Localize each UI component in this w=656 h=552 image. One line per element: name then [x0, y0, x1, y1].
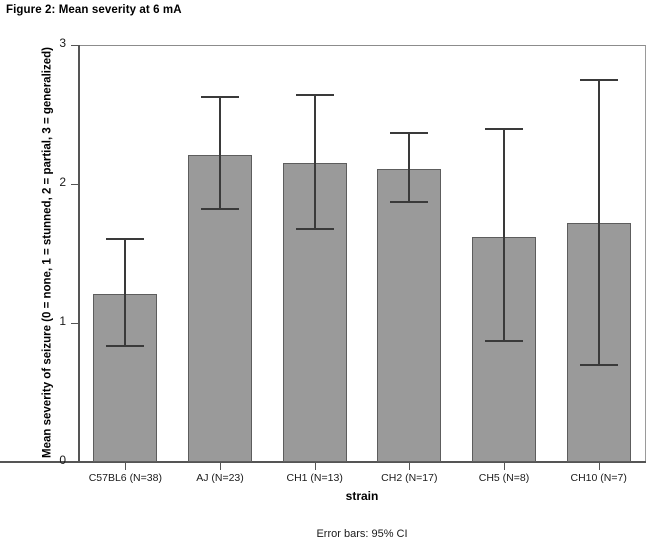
bar[interactable] [377, 168, 442, 462]
x-tick-label: CH2 (N=17) [381, 472, 438, 484]
error-bar-cap-lower [579, 364, 618, 367]
x-tick-label: C57BL6 (N=38) [88, 472, 162, 484]
y-axis-line [78, 45, 80, 463]
x-tick-label: CH5 (N=8) [478, 472, 530, 484]
y-tick-mark [71, 323, 78, 324]
x-tick-mark [409, 462, 411, 470]
figure-title: Figure 2: Mean severity at 6 mA [6, 4, 182, 16]
error-bar-cap-upper [106, 237, 145, 240]
error-bar-stem [313, 96, 316, 230]
x-tick-mark [504, 462, 505, 470]
x-tick-label: AJ (N=23) [196, 472, 244, 484]
error-bar-cap-upper [295, 94, 334, 97]
bar-group[interactable] [93, 45, 158, 462]
y-tick-mark [71, 45, 78, 46]
bar-group[interactable] [472, 45, 536, 462]
x-tick-mark [598, 462, 600, 470]
x-axis-title: strain [345, 489, 379, 503]
y-tick-label: 3 [59, 36, 66, 50]
error-bar-stem [408, 133, 411, 204]
bar-group[interactable] [188, 45, 252, 462]
error-bar-cap-lower [106, 344, 145, 347]
error-bar-cap-lower [201, 208, 239, 211]
x-axis-line [0, 461, 646, 463]
error-bar-note: Error bars: 95% CI [316, 528, 408, 540]
y-tick-label: 2 [59, 175, 66, 189]
error-bar-cap-upper [201, 95, 239, 98]
bar-group[interactable] [282, 45, 347, 462]
x-tick-mark [220, 462, 221, 470]
y-axis-title: Mean severity of seizure (0 = none, 1 = … [41, 47, 54, 458]
y-tick-label: 1 [59, 314, 66, 328]
plot-frame [78, 45, 646, 462]
error-bar-cap-upper [579, 79, 618, 82]
x-tick-mark [314, 462, 316, 470]
error-bar-stem [219, 97, 221, 211]
bar-group[interactable] [377, 45, 442, 462]
error-bar-cap-lower [485, 340, 523, 343]
x-tick-mark [125, 462, 127, 470]
y-tick-label: 0 [59, 453, 66, 467]
y-tick-mark [71, 184, 78, 185]
error-bar-cap-upper [485, 127, 523, 130]
error-bar-cap-upper [390, 131, 429, 134]
error-bar-cap-lower [295, 227, 334, 230]
error-bar-stem [503, 129, 505, 343]
error-bar-cap-lower [390, 201, 429, 204]
x-tick-label: CH10 (N=7) [570, 472, 627, 484]
x-tick-label: CH1 (N=13) [286, 472, 343, 484]
error-bar-stem [597, 81, 600, 367]
y-tick-mark [71, 462, 78, 463]
error-bar-stem [124, 239, 127, 347]
bars-layer [78, 45, 646, 462]
bar-group[interactable] [566, 45, 631, 462]
